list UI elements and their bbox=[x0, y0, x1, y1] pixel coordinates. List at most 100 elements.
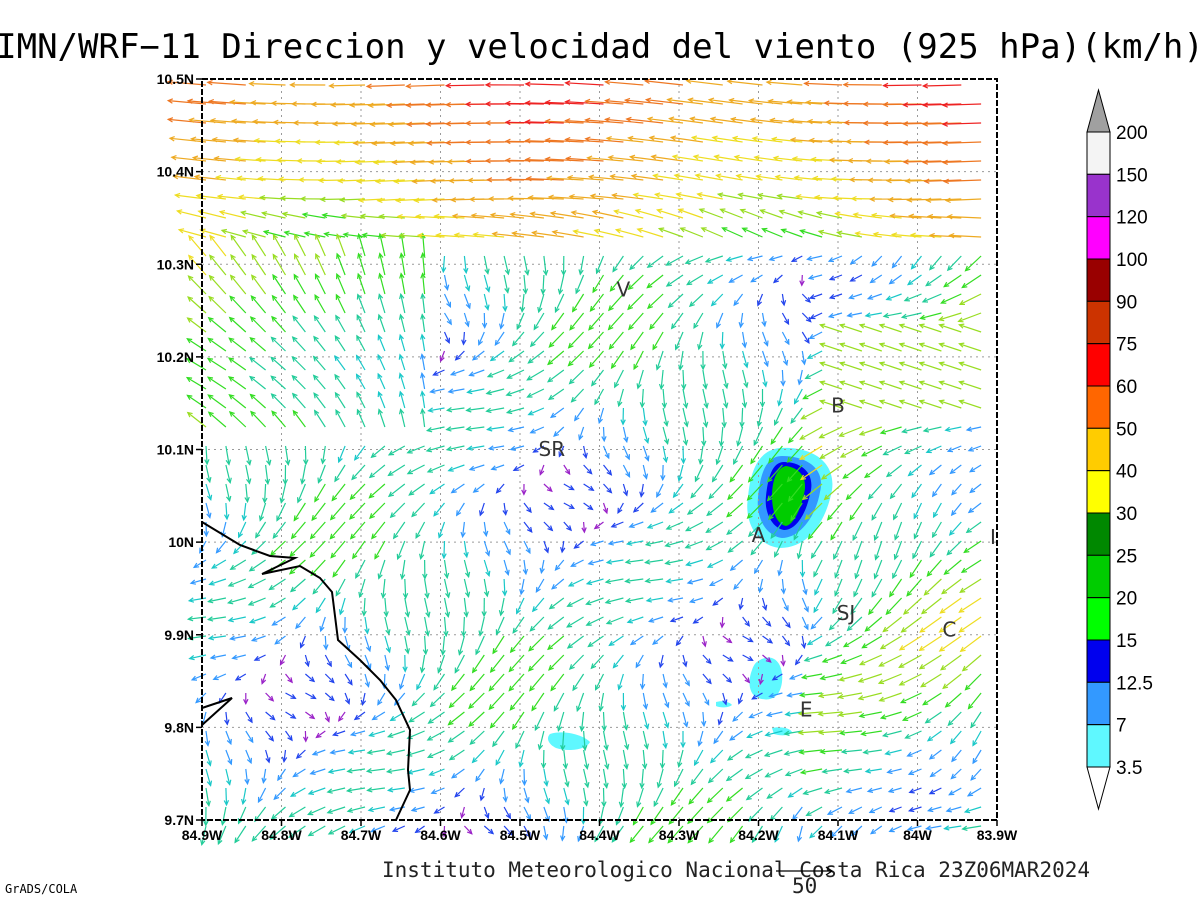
wind-vector bbox=[388, 483, 406, 497]
colorbar-upper-arrow bbox=[1086, 88, 1111, 133]
wind-vector bbox=[305, 692, 316, 700]
wind-vector bbox=[384, 597, 388, 617]
wind-vector bbox=[839, 673, 863, 681]
wind-vector-head bbox=[861, 643, 868, 649]
wind-vector bbox=[906, 578, 922, 597]
wind-vector-head bbox=[269, 714, 276, 721]
wind-vector bbox=[347, 768, 366, 772]
wind-vector-head bbox=[871, 514, 877, 521]
wind-vector-head bbox=[594, 399, 600, 406]
wind-vector-head bbox=[195, 697, 202, 704]
wind-vector-head bbox=[315, 158, 323, 165]
wind-vector bbox=[575, 274, 585, 294]
wind-vector bbox=[829, 293, 843, 299]
wind-vector-head bbox=[942, 683, 949, 690]
wind-vector-head bbox=[857, 677, 864, 683]
wind-vector-head bbox=[336, 233, 342, 240]
wind-vector-head bbox=[206, 357, 214, 364]
wind-vector bbox=[949, 521, 962, 536]
wind-vector bbox=[803, 388, 823, 400]
wind-vector-head bbox=[328, 695, 335, 702]
wind-vector-head bbox=[871, 591, 877, 598]
wind-vector bbox=[333, 122, 366, 125]
wind-vector bbox=[336, 160, 366, 163]
wind-vector-head bbox=[845, 138, 852, 145]
wind-vector-head bbox=[683, 421, 689, 428]
wind-vector bbox=[757, 293, 764, 306]
wind-vector bbox=[547, 177, 584, 181]
wind-vector bbox=[662, 426, 669, 444]
wind-vector-head bbox=[223, 514, 230, 521]
wind-vector-head bbox=[883, 158, 890, 165]
wind-vector-head bbox=[323, 644, 329, 651]
wind-vector-head bbox=[260, 211, 268, 217]
wind-vector bbox=[547, 635, 565, 650]
wind-vector-head bbox=[808, 137, 815, 144]
wind-vector-head bbox=[331, 495, 338, 502]
wind-vector bbox=[262, 768, 267, 783]
wind-vector-head bbox=[206, 616, 214, 622]
wind-vector-head bbox=[602, 507, 609, 515]
wind-vector-head bbox=[701, 641, 707, 648]
wind-vector-head bbox=[766, 638, 774, 644]
wind-vector-head bbox=[276, 515, 282, 522]
wind-vector-head bbox=[507, 195, 514, 202]
wind-vector-head bbox=[913, 533, 919, 540]
wind-vector bbox=[569, 195, 604, 200]
wind-vector bbox=[797, 540, 803, 559]
wind-vector bbox=[807, 255, 823, 260]
wind-vector bbox=[505, 159, 544, 162]
wind-vector bbox=[745, 768, 763, 779]
wind-vector-head bbox=[255, 157, 262, 163]
wind-vector bbox=[901, 616, 922, 633]
wind-vector-head bbox=[560, 269, 567, 277]
wind-vector bbox=[324, 673, 335, 683]
wind-vector bbox=[892, 559, 903, 579]
wind-vector-head bbox=[882, 139, 889, 146]
wind-vector-head bbox=[627, 324, 634, 331]
wind-vector bbox=[320, 616, 326, 632]
wind-vector-head bbox=[733, 584, 739, 591]
wind-vector bbox=[548, 654, 565, 671]
colorbar-label: 60 bbox=[1116, 377, 1137, 398]
colorbar-swatch bbox=[1086, 343, 1111, 387]
wind-vector-head bbox=[531, 230, 538, 236]
wind-vector bbox=[490, 654, 505, 673]
wind-vector bbox=[572, 293, 585, 312]
wind-vector-head bbox=[364, 681, 370, 688]
wind-vector-head bbox=[793, 398, 800, 405]
wind-vector bbox=[666, 521, 684, 530]
wind-vector-head bbox=[675, 192, 682, 198]
wind-vector-head bbox=[564, 799, 570, 806]
wind-vector bbox=[245, 445, 251, 465]
wind-vector-head bbox=[839, 452, 847, 458]
wind-vector-head bbox=[502, 305, 508, 313]
wind-vector-head bbox=[705, 527, 712, 534]
wind-vector-head bbox=[504, 157, 511, 164]
wind-vector-head bbox=[726, 755, 734, 761]
wind-vector bbox=[171, 156, 207, 162]
wind-vector-head bbox=[646, 116, 653, 122]
wind-vector-head bbox=[750, 549, 757, 556]
wind-vector bbox=[422, 273, 426, 295]
wind-vector-head bbox=[332, 571, 338, 578]
wind-vector-head bbox=[805, 297, 811, 303]
wind-vector bbox=[440, 350, 446, 362]
wind-vector-head bbox=[545, 175, 553, 181]
wind-vector bbox=[617, 502, 624, 514]
wind-vector-head bbox=[406, 469, 413, 475]
wind-vector-head bbox=[767, 98, 774, 105]
wind-vector-head bbox=[737, 698, 743, 705]
wind-vector bbox=[810, 312, 823, 319]
wind-vector-head bbox=[548, 664, 554, 671]
wind-vector-head bbox=[490, 465, 497, 471]
wind-vector-head bbox=[342, 232, 349, 238]
wind-vector bbox=[355, 559, 366, 578]
wind-vector-head bbox=[644, 723, 650, 730]
wind-vector bbox=[245, 483, 249, 502]
wind-vector bbox=[540, 559, 545, 573]
wind-vector bbox=[374, 540, 386, 559]
wind-vector-head bbox=[443, 572, 450, 580]
wind-vector-head bbox=[229, 99, 236, 105]
wind-vector-head bbox=[534, 724, 540, 732]
